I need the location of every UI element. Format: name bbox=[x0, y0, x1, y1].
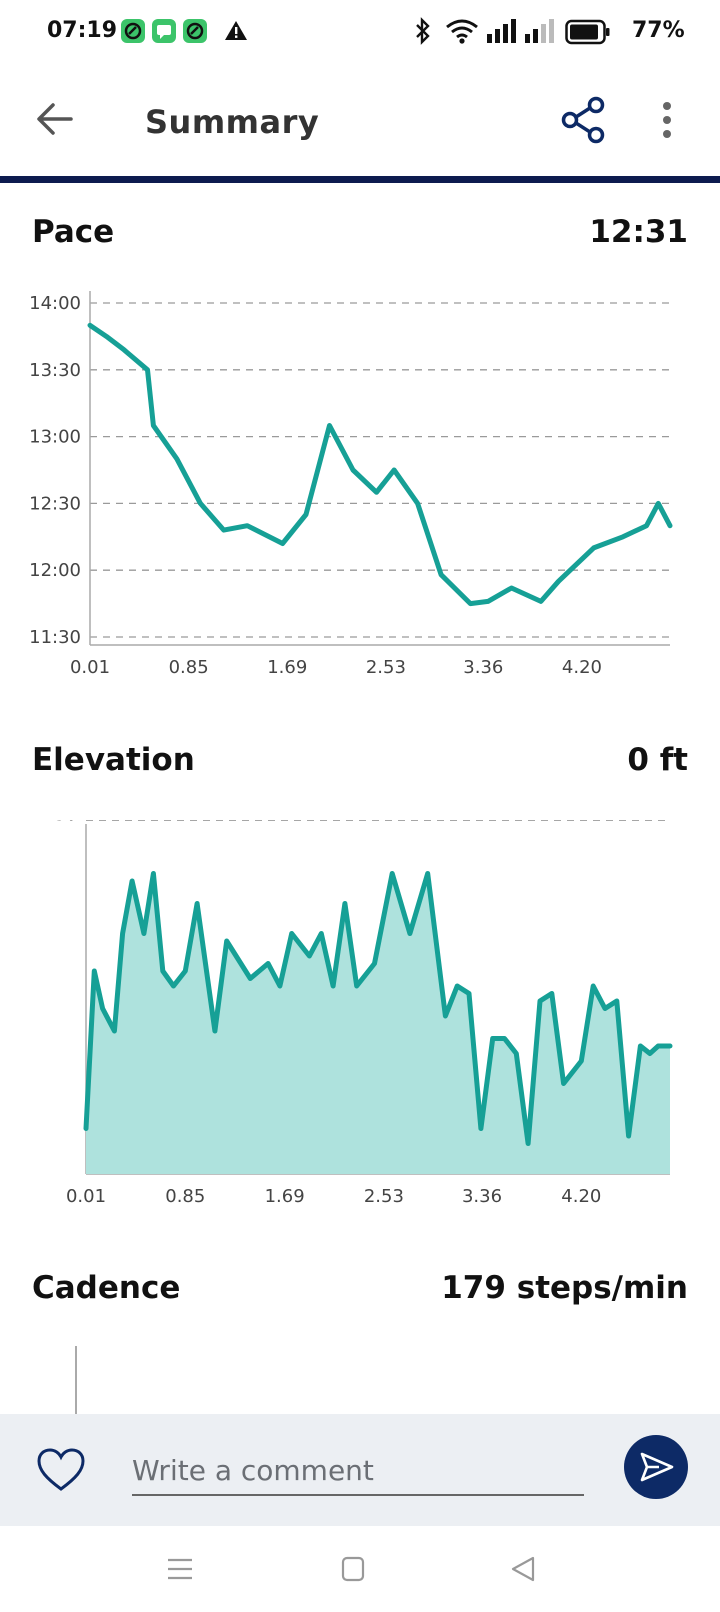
share-icon[interactable] bbox=[560, 96, 608, 148]
signal-icon bbox=[486, 17, 518, 49]
signal-weak-icon bbox=[524, 17, 556, 49]
pace-series-line bbox=[87, 322, 673, 607]
heart-icon[interactable] bbox=[36, 1447, 86, 1497]
elevation-x-tick-label: 4.20 bbox=[561, 1186, 601, 1207]
send-icon bbox=[640, 1452, 674, 1482]
pace-x-tick-label: 3.36 bbox=[463, 657, 503, 678]
pace-y-tick-label: 11:30 bbox=[29, 627, 81, 648]
pace-y-tick-label: 12:00 bbox=[29, 560, 81, 581]
send-button[interactable] bbox=[624, 1435, 688, 1499]
pace-y-tick-label: 14:00 bbox=[29, 293, 81, 314]
elevation-y-tick-label: 1240 bbox=[31, 820, 77, 825]
cadence-chart-axis bbox=[75, 1346, 77, 1416]
home-square-icon[interactable] bbox=[341, 1556, 365, 1586]
back-triangle-icon[interactable] bbox=[510, 1556, 536, 1586]
elevation-y-tick-label: 1200 bbox=[31, 820, 77, 825]
notification-app-icon bbox=[121, 19, 145, 43]
status-bar: 07:19 77% bbox=[0, 0, 720, 66]
elevation-chart: 12401230122012101200 0.01 0.85 1.69 2.53 3.36… bbox=[31, 820, 673, 1207]
menu-icon[interactable] bbox=[167, 1556, 193, 1586]
cadence-title: Cadence bbox=[32, 1270, 181, 1306]
cadence-value: 179 steps/min bbox=[441, 1270, 688, 1306]
header-divider bbox=[0, 176, 720, 183]
notification-app-icon bbox=[183, 19, 207, 43]
pace-chart: 14:00 13:30 13:00 12:30 12:00 11:30 0.01 0.85 1.… bbox=[29, 291, 673, 678]
elevation-value: 0 ft bbox=[627, 742, 688, 778]
page-title: Summary bbox=[145, 103, 320, 141]
elevation-x-tick-label: 0.01 bbox=[66, 1186, 106, 1207]
elevation-y-tick-label: 1220 bbox=[31, 820, 77, 825]
elevation-x-tick-label: 0.85 bbox=[165, 1186, 205, 1207]
comment-input[interactable] bbox=[132, 1446, 584, 1496]
wifi-icon bbox=[444, 17, 480, 49]
pace-x-tick-label: 4.20 bbox=[562, 657, 602, 678]
comment-bar bbox=[0, 1414, 720, 1526]
pace-x-tick-label: 2.53 bbox=[366, 657, 406, 678]
elevation-x-tick-label: 3.36 bbox=[462, 1186, 502, 1207]
bluetooth-icon bbox=[412, 17, 434, 49]
battery-percent: 77% bbox=[632, 18, 685, 43]
elevation-y-tick-label: 1230 bbox=[31, 820, 77, 825]
elevation-x-tick-label: 2.53 bbox=[364, 1186, 404, 1207]
pace-y-tick-label: 13:30 bbox=[29, 360, 81, 381]
elevation-x-tick-label: 1.69 bbox=[265, 1186, 305, 1207]
system-nav-bar bbox=[0, 1526, 720, 1612]
battery-icon bbox=[565, 19, 611, 49]
elevation-series-line bbox=[83, 871, 673, 1146]
pace-x-tick-label: 0.01 bbox=[70, 657, 110, 678]
pace-value: 12:31 bbox=[589, 214, 688, 250]
more-vert-icon[interactable] bbox=[660, 100, 674, 144]
pace-x-tick-label: 1.69 bbox=[267, 657, 307, 678]
elevation-y-tick-label: 1210 bbox=[31, 820, 77, 825]
elevation-area-fill bbox=[86, 873, 670, 1174]
app-bar: Summary bbox=[0, 66, 720, 178]
message-icon bbox=[152, 19, 176, 43]
back-arrow-icon[interactable] bbox=[36, 102, 74, 140]
pace-x-tick-label: 0.85 bbox=[169, 657, 209, 678]
status-time: 07:19 bbox=[47, 18, 118, 43]
pace-y-tick-label: 12:30 bbox=[29, 493, 81, 514]
pace-y-tick-label: 13:00 bbox=[29, 427, 81, 448]
elevation-title: Elevation bbox=[32, 742, 195, 778]
warning-icon bbox=[224, 19, 248, 47]
pace-title: Pace bbox=[32, 214, 115, 250]
